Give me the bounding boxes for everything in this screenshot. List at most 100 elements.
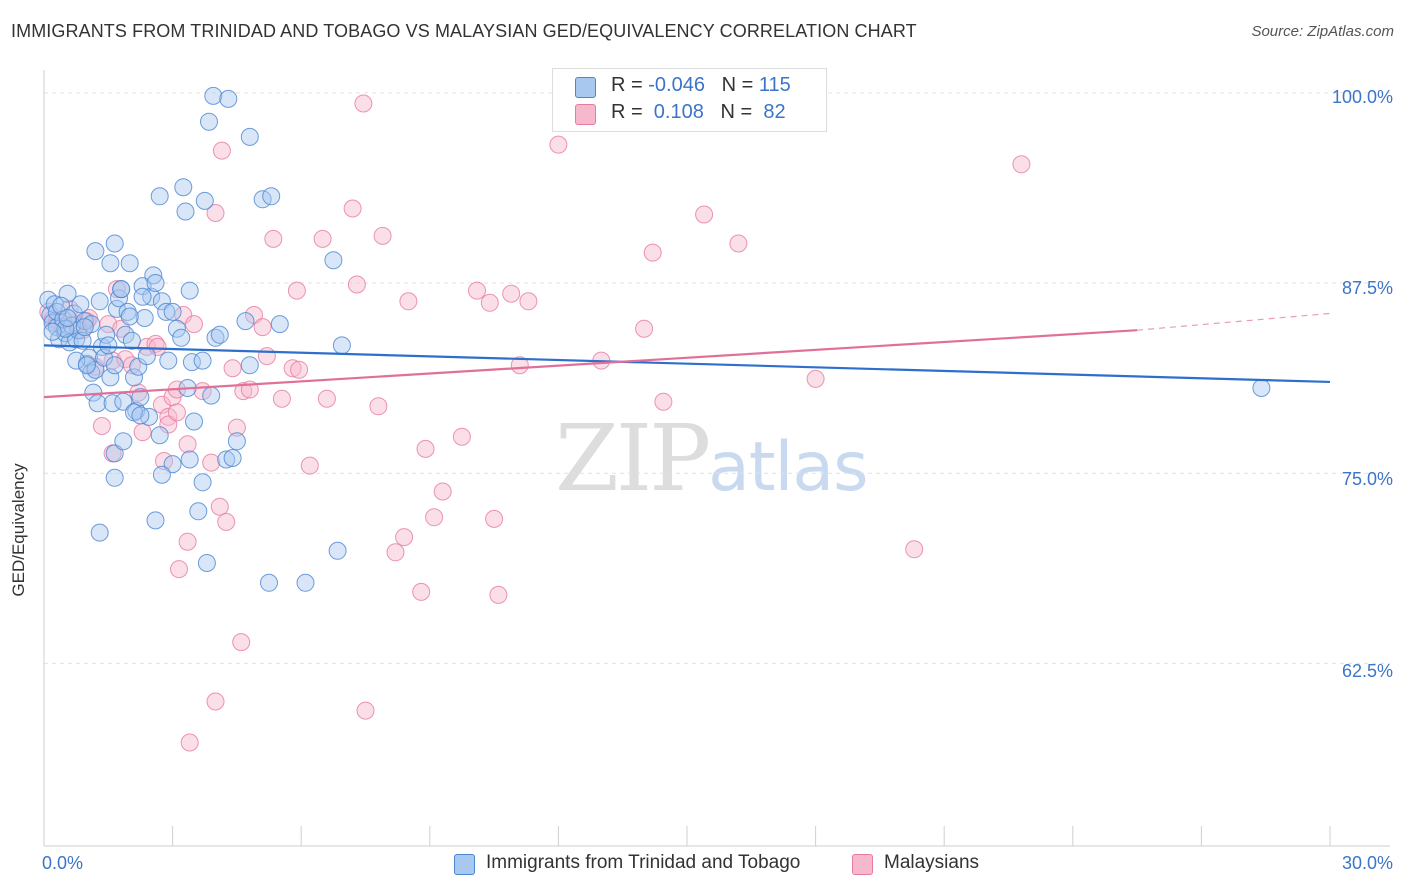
point-trinidad (332, 336, 351, 355)
point-malaysians (468, 281, 486, 300)
legend-stats: R = -0.046 N = 115 (611, 74, 791, 97)
point-malaysians (356, 701, 375, 720)
point-malaysians (729, 234, 748, 253)
point-malaysians (159, 407, 178, 426)
point-trinidad (150, 187, 169, 206)
point-malaysians (313, 229, 332, 248)
point-malaysians (206, 204, 225, 222)
point-trinidad (152, 465, 171, 484)
n-label: N = (721, 74, 759, 96)
point-malaysians (412, 582, 431, 601)
trend-line-malaysians (43, 329, 1138, 399)
stats-legend: R = -0.046 N = 115 R = 0.108 N = 82 (552, 68, 827, 132)
point-trinidad (77, 356, 96, 375)
trend-line-trinidad (43, 344, 1331, 384)
data-points (39, 86, 1271, 752)
point-malaysians (452, 427, 471, 446)
point-malaysians (425, 508, 444, 527)
point-malaysians (133, 423, 152, 442)
y-tick-label: 75.0% (1341, 469, 1393, 489)
point-trinidad (185, 412, 203, 431)
point-trinidad (157, 302, 176, 321)
legend-swatch-pink (852, 854, 873, 875)
point-malaysians (695, 205, 714, 224)
point-trinidad (137, 347, 156, 366)
point-trinidad (101, 368, 120, 387)
point-trinidad (219, 89, 238, 108)
point-trinidad (236, 312, 255, 331)
point-trinidad (174, 178, 193, 197)
point-malaysians (399, 292, 418, 311)
point-trinidad (167, 319, 186, 338)
point-malaysians (202, 453, 221, 472)
point-malaysians (354, 94, 373, 113)
point-trinidad (125, 368, 143, 387)
point-malaysians (283, 359, 302, 378)
legend-swatch-blue (454, 854, 475, 875)
point-malaysians (290, 360, 309, 379)
point-trinidad (202, 386, 221, 405)
point-malaysians (227, 418, 246, 437)
point-trinidad (172, 328, 191, 347)
point-trinidad (99, 336, 118, 355)
point-malaysians (170, 560, 188, 579)
point-malaysians (416, 439, 435, 458)
point-trinidad (120, 254, 139, 273)
point-trinidad (45, 295, 64, 314)
point-trinidad (88, 394, 107, 413)
point-malaysians (347, 275, 366, 294)
point-trinidad (150, 426, 169, 445)
trend-line-malaysians-extension (1137, 312, 1331, 331)
point-trinidad (240, 127, 259, 146)
legend-stats: R = 0.108 N = 82 (611, 101, 786, 124)
n-value: 115 (758, 74, 791, 96)
point-trinidad (120, 307, 139, 326)
point-trinidad (210, 325, 229, 344)
point-malaysians (502, 284, 521, 303)
chart-title: IMMIGRANTS FROM TRINIDAD AND TOBAGO VS M… (11, 21, 917, 41)
point-trinidad (270, 315, 289, 334)
point-trinidad (90, 523, 109, 542)
point-trinidad (163, 455, 182, 474)
point-malaysians (167, 403, 186, 422)
point-trinidad (135, 309, 154, 327)
r-value: 0.108 (648, 101, 704, 123)
point-malaysians (806, 369, 825, 388)
point-trinidad (101, 254, 120, 273)
point-trinidad (328, 541, 347, 560)
point-trinidad (43, 322, 62, 341)
axes (43, 70, 1390, 847)
point-trinidad (197, 554, 216, 572)
point-malaysians (635, 319, 654, 338)
point-trinidad (193, 351, 212, 370)
y-tick-label: 100.0% (1331, 87, 1393, 107)
point-trinidad (71, 295, 90, 314)
point-trinidad (204, 86, 223, 105)
point-trinidad (73, 331, 92, 350)
point-malaysians (234, 382, 253, 401)
point-trinidad (114, 432, 133, 451)
point-trinidad (67, 351, 86, 370)
point-malaysians (433, 482, 452, 501)
point-trinidad (118, 302, 137, 321)
point-trinidad (133, 287, 152, 306)
trend-lines (43, 312, 1331, 399)
point-malaysians (549, 135, 568, 154)
point-malaysians (395, 528, 414, 547)
n-label: N = (720, 101, 758, 123)
y-axis-label: GED/Equivalency (9, 463, 28, 597)
point-malaysians (317, 389, 336, 408)
point-trinidad (152, 292, 171, 311)
point-malaysians (510, 356, 529, 375)
legend-swatch-blue (575, 77, 596, 98)
y-tick-label: 87.5% (1341, 278, 1393, 298)
point-trinidad (67, 330, 86, 349)
point-malaysians (257, 347, 276, 366)
point-malaysians (178, 435, 197, 454)
point-trinidad (122, 331, 141, 350)
watermark-zip: ZIP (555, 405, 711, 512)
point-trinidad (105, 234, 124, 253)
point-malaysians (343, 199, 362, 218)
x-tick-label: 30.0% (1341, 853, 1393, 873)
point-malaysians (369, 397, 388, 416)
